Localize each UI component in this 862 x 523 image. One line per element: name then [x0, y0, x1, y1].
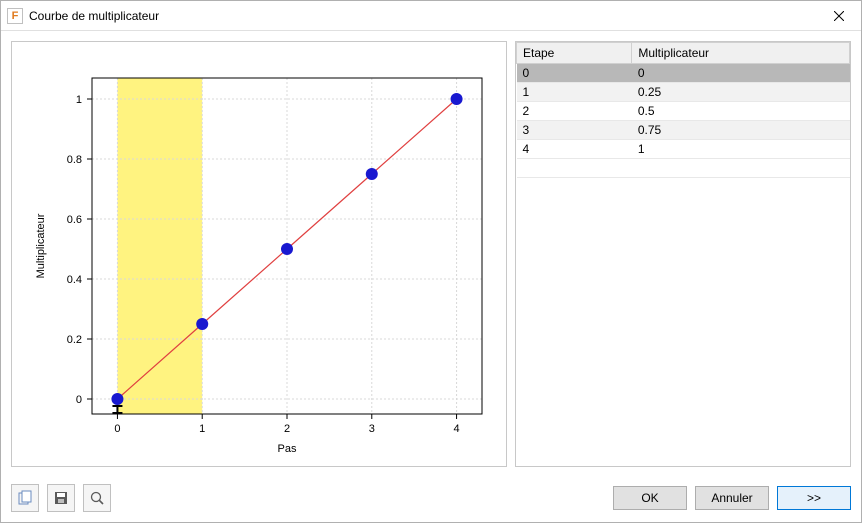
svg-text:0.2: 0.2 [67, 334, 82, 346]
chart-panel: 0 1 2 3 4 0 0.2 0.4 0.6 0.8 1 Pas Multiplicateur [11, 41, 507, 467]
zoom-button[interactable] [83, 484, 111, 512]
zoom-icon [89, 490, 105, 506]
dialog-window: F Courbe de multiplicateur 0123400.20.40… [0, 0, 862, 523]
ok-button[interactable]: OK [613, 486, 687, 510]
table-cell: 0.25 [632, 83, 850, 102]
table-row-empty[interactable] [517, 159, 850, 178]
titlebar: F Courbe de multiplicateur [1, 1, 861, 31]
app-icon: F [7, 8, 23, 24]
table-cell: 0.75 [632, 121, 850, 140]
table-cell: 0 [517, 64, 632, 83]
app-icon-letter: F [12, 10, 19, 22]
svg-text:0: 0 [114, 423, 120, 435]
save-button[interactable] [47, 484, 75, 512]
close-icon [834, 11, 844, 21]
table-cell: 0 [632, 64, 850, 83]
svg-text:0.4: 0.4 [67, 274, 82, 286]
multiplier-chart[interactable]: 0 1 2 3 4 0 0.2 0.4 0.6 0.8 1 Pas Multiplicateur [12, 42, 506, 466]
table-cell: 1 [517, 83, 632, 102]
svg-text:1: 1 [199, 423, 205, 435]
col-header-multiplicateur[interactable]: Multiplicateur [632, 43, 850, 64]
footer: OK Annuler >> [1, 478, 861, 522]
svg-text:3: 3 [369, 423, 375, 435]
table-cell: 3 [517, 121, 632, 140]
table-cell: 4 [517, 140, 632, 159]
copy-icon [17, 490, 33, 506]
svg-text:2: 2 [284, 423, 290, 435]
cancel-button[interactable]: Annuler [695, 486, 769, 510]
copy-button[interactable] [11, 484, 39, 512]
expand-button[interactable]: >> [777, 486, 851, 510]
table-cell: 2 [517, 102, 632, 121]
svg-text:Pas: Pas [278, 443, 297, 455]
table-cell: 1 [632, 140, 850, 159]
svg-text:Multiplicateur: Multiplicateur [35, 213, 47, 278]
table-cell [632, 159, 850, 178]
table-row[interactable]: 00 [517, 64, 850, 83]
svg-text:4: 4 [454, 423, 460, 435]
svg-text:1: 1 [76, 94, 82, 106]
content-area: 0123400.20.40.60.81PasMultiplicateur Eta… [1, 31, 861, 478]
svg-text:0.8: 0.8 [67, 154, 82, 166]
col-header-etape[interactable]: Etape [517, 43, 632, 64]
table-row[interactable]: 10.25 [517, 83, 850, 102]
svg-text:0.6: 0.6 [67, 214, 82, 226]
table-row[interactable]: 41 [517, 140, 850, 159]
save-icon [53, 490, 69, 506]
data-table[interactable]: Etape Multiplicateur 0010.2520.530.7541 [516, 42, 850, 178]
table-header-row: Etape Multiplicateur [517, 43, 850, 64]
close-button[interactable] [816, 1, 861, 31]
window-title: Courbe de multiplicateur [29, 9, 816, 23]
table-row[interactable]: 20.5 [517, 102, 850, 121]
table-panel: Etape Multiplicateur 0010.2520.530.7541 [515, 41, 851, 467]
table-row[interactable]: 30.75 [517, 121, 850, 140]
table-cell [517, 159, 632, 178]
table-cell: 0.5 [632, 102, 850, 121]
svg-text:0: 0 [76, 394, 82, 406]
